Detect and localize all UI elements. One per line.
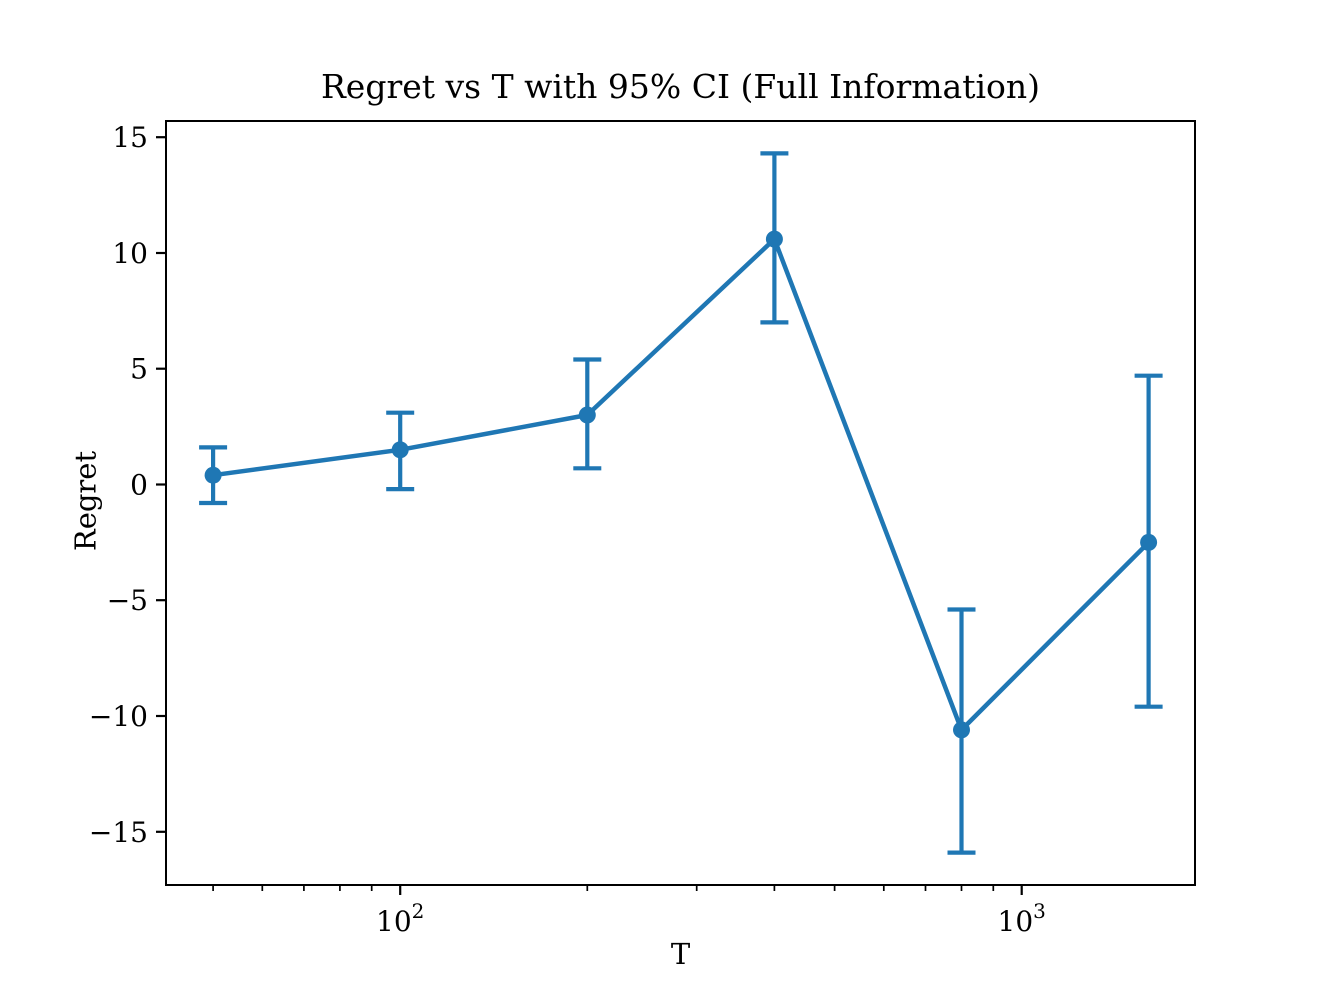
- data-point-marker: [578, 406, 596, 424]
- data-points: [204, 230, 1158, 739]
- svg-text:5: 5: [130, 353, 148, 386]
- svg-text:103: 103: [998, 899, 1046, 938]
- data-line: [210, 236, 1151, 733]
- x-axis-tick-labels: 102 103: [376, 899, 1046, 938]
- svg-text:−15: −15: [89, 816, 148, 849]
- x-axis-label: T: [670, 937, 691, 971]
- data-point-marker: [1140, 533, 1158, 551]
- data-point-marker: [765, 230, 783, 248]
- error-bars: [199, 151, 1163, 855]
- svg-text:−5: −5: [107, 584, 148, 617]
- svg-text:−10: −10: [89, 700, 148, 733]
- plot-spines: [165, 120, 1196, 886]
- data-point-marker: [953, 721, 970, 739]
- x-axis-major-ticks: [399, 885, 1023, 895]
- data-point-marker: [391, 441, 409, 459]
- y-axis-ticks: [156, 136, 166, 833]
- svg-text:0: 0: [130, 469, 148, 502]
- svg-text:15: 15: [112, 121, 148, 154]
- svg-text:10: 10: [112, 237, 148, 270]
- chart-title: Regret vs T with 95% CI (Full Informatio…: [320, 67, 1041, 106]
- y-axis-tick-labels: −15 −10 −5 0 5 10 15: [89, 121, 148, 849]
- svg-text:102: 102: [376, 899, 424, 938]
- data-point-marker: [204, 466, 222, 484]
